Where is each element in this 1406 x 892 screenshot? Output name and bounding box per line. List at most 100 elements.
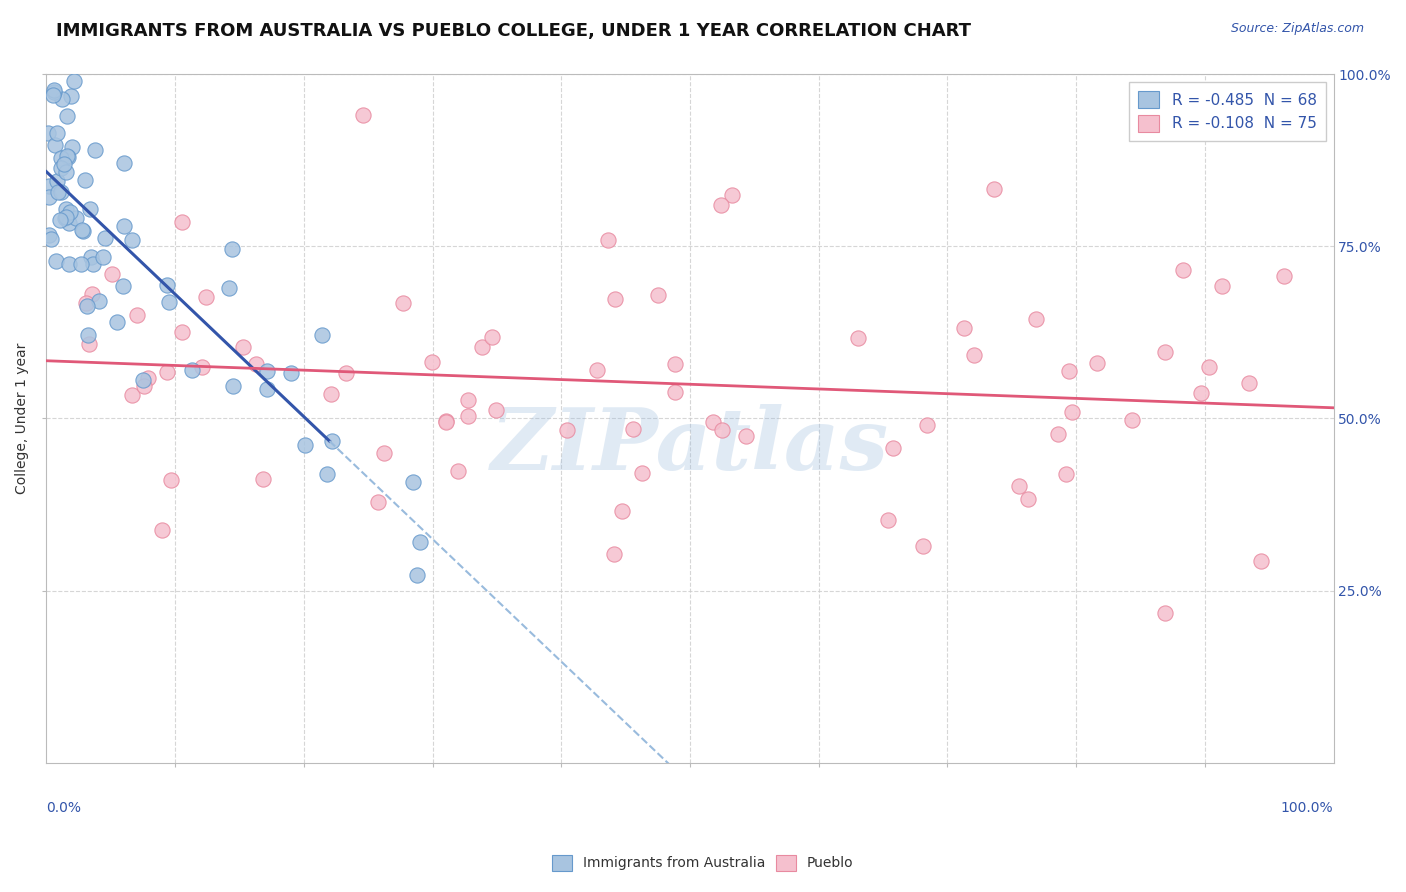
Point — [1054, 467, 1077, 481]
Point — [882, 441, 904, 455]
Point — [603, 547, 626, 561]
Point — [87, 293, 110, 308]
Point — [76, 328, 98, 343]
Point — [157, 294, 180, 309]
Point — [111, 279, 134, 293]
Point — [49, 185, 72, 199]
Point — [62, 74, 84, 88]
Point — [136, 371, 159, 385]
Point — [132, 374, 155, 388]
Point — [121, 388, 143, 402]
Point — [711, 423, 734, 437]
Point — [39, 232, 62, 246]
Point — [51, 92, 73, 106]
Point — [150, 523, 173, 537]
Point — [555, 423, 578, 437]
Point — [585, 362, 607, 376]
Point — [121, 233, 143, 247]
Point — [221, 243, 243, 257]
Text: 100.0%: 100.0% — [1281, 801, 1333, 814]
Point — [598, 233, 620, 247]
Point — [1047, 427, 1070, 442]
Point — [38, 190, 60, 204]
Point — [55, 110, 77, 124]
Point — [160, 473, 183, 487]
Point — [195, 290, 218, 304]
Point — [710, 198, 733, 212]
Point — [392, 296, 415, 310]
Point — [134, 379, 156, 393]
Point — [72, 224, 94, 238]
Point — [45, 127, 67, 141]
Point — [245, 357, 267, 371]
Point — [101, 267, 124, 281]
Point — [55, 202, 77, 216]
Point — [915, 418, 938, 433]
Point — [232, 339, 254, 353]
Point — [402, 475, 425, 490]
Point — [434, 416, 457, 430]
Point — [1008, 479, 1031, 493]
Point — [316, 467, 339, 482]
Point — [84, 143, 107, 157]
Point — [610, 504, 633, 518]
Point — [457, 392, 479, 407]
Point — [59, 205, 82, 219]
Point — [367, 495, 389, 509]
Point — [447, 464, 470, 478]
Legend: R = -0.485  N = 68, R = -0.108  N = 75: R = -0.485 N = 68, R = -0.108 N = 75 — [1129, 82, 1326, 142]
Point — [52, 157, 75, 171]
Point — [75, 296, 97, 310]
Legend: Immigrants from Australia, Pueblo: Immigrants from Australia, Pueblo — [547, 849, 859, 876]
Point — [352, 108, 374, 122]
Point — [70, 223, 93, 237]
Point — [156, 365, 179, 379]
Point — [42, 85, 65, 99]
Point — [1250, 554, 1272, 568]
Text: Source: ZipAtlas.com: Source: ZipAtlas.com — [1230, 22, 1364, 36]
Point — [42, 82, 65, 96]
Point — [1189, 385, 1212, 400]
Point — [256, 382, 278, 396]
Point — [1171, 263, 1194, 277]
Point — [846, 331, 869, 345]
Point — [191, 360, 214, 375]
Point — [172, 215, 194, 229]
Point — [735, 429, 758, 443]
Point — [1274, 269, 1296, 284]
Point — [1237, 376, 1260, 391]
Point — [321, 434, 343, 448]
Point — [623, 422, 645, 436]
Point — [65, 211, 87, 225]
Point — [38, 178, 60, 193]
Text: IMMIGRANTS FROM AUSTRALIA VS PUEBLO COLLEGE, UNDER 1 YEAR CORRELATION CHART: IMMIGRANTS FROM AUSTRALIA VS PUEBLO COLL… — [56, 22, 972, 40]
Point — [94, 231, 117, 245]
Point — [82, 257, 104, 271]
Point — [664, 384, 686, 399]
Point — [51, 161, 73, 176]
Point — [181, 363, 204, 377]
Point — [434, 414, 457, 428]
Point — [60, 139, 83, 153]
Y-axis label: College, Under 1 year: College, Under 1 year — [15, 343, 30, 494]
Point — [42, 88, 65, 103]
Point — [1198, 359, 1220, 374]
Point — [56, 148, 79, 162]
Point — [93, 250, 115, 264]
Point — [647, 288, 669, 302]
Point — [56, 150, 79, 164]
Point — [53, 211, 76, 225]
Point — [76, 299, 98, 313]
Point — [1153, 606, 1175, 620]
Point — [1025, 312, 1047, 326]
Point — [1062, 405, 1084, 419]
Point — [877, 513, 900, 527]
Point — [75, 173, 97, 187]
Point — [48, 186, 70, 200]
Point — [1121, 413, 1143, 427]
Point — [80, 286, 103, 301]
Point — [471, 340, 494, 354]
Point — [252, 472, 274, 486]
Point — [721, 187, 744, 202]
Point — [58, 216, 80, 230]
